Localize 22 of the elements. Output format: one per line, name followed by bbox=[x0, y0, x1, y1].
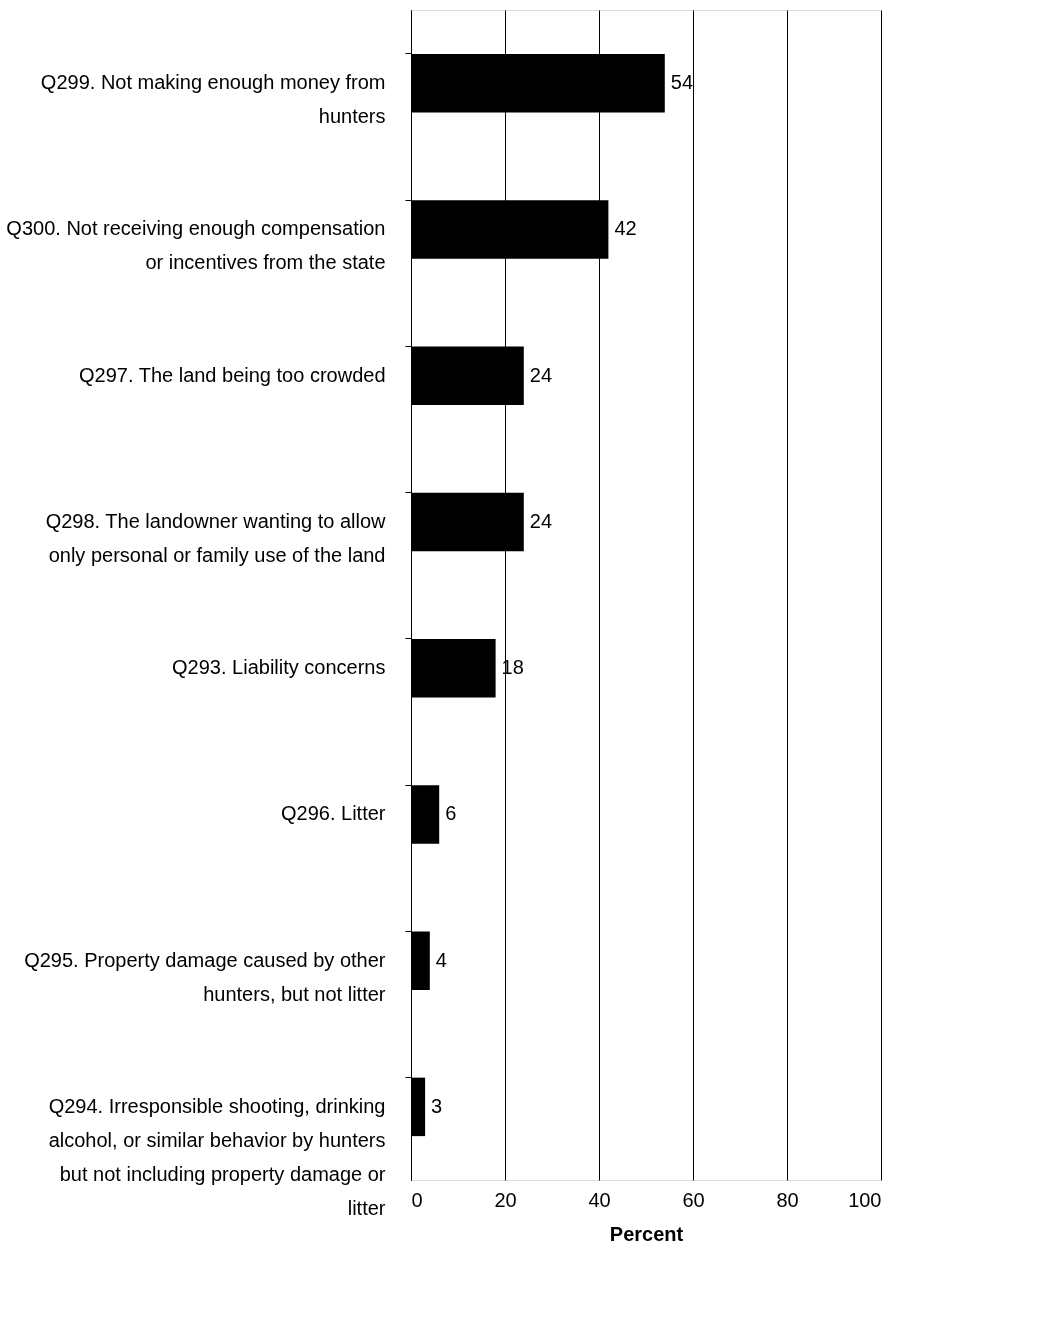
y-tick-label: Q297. The land being too crowded bbox=[78, 363, 386, 386]
y-tick-label: Q295. Property damage caused by other hunters, but not litter bbox=[24, 948, 386, 1005]
y-tick-label: Q293. Liability concerns bbox=[172, 656, 386, 679]
data-label: 4 bbox=[435, 948, 447, 971]
data-label: 6 bbox=[445, 802, 457, 825]
data-label: 3 bbox=[431, 1094, 443, 1117]
y-tick-label: Q294. Irresponsible shooting, drinking alcohol, or similar behavior by hunters but not including property damage or litter bbox=[48, 1094, 386, 1219]
x-tick-label: 80 bbox=[776, 1188, 799, 1211]
data-label: 24 bbox=[529, 509, 553, 532]
y-tick-label: Q299. Not making enough money from hunters bbox=[40, 71, 386, 128]
x-tick-label: 20 bbox=[494, 1188, 517, 1211]
y-tick-label: Q296. Litter bbox=[280, 802, 386, 825]
data-label: 42 bbox=[614, 217, 637, 240]
y-tick-label: Q298. The landowner wanting to allow only personal or family use of the land bbox=[45, 509, 387, 566]
x-tick-label: 60 bbox=[682, 1188, 705, 1211]
data-label: 54 bbox=[670, 71, 694, 94]
x-axis-title: Percent bbox=[609, 1222, 684, 1245]
y-tick-label: Q300. Not receiving enough compensation or incentives from the state bbox=[6, 217, 386, 274]
x-tick-label: 100 bbox=[848, 1188, 882, 1211]
data-label: 24 bbox=[529, 363, 553, 386]
x-tick-label: 0 bbox=[411, 1188, 423, 1211]
x-tick-label: 40 bbox=[588, 1188, 611, 1211]
